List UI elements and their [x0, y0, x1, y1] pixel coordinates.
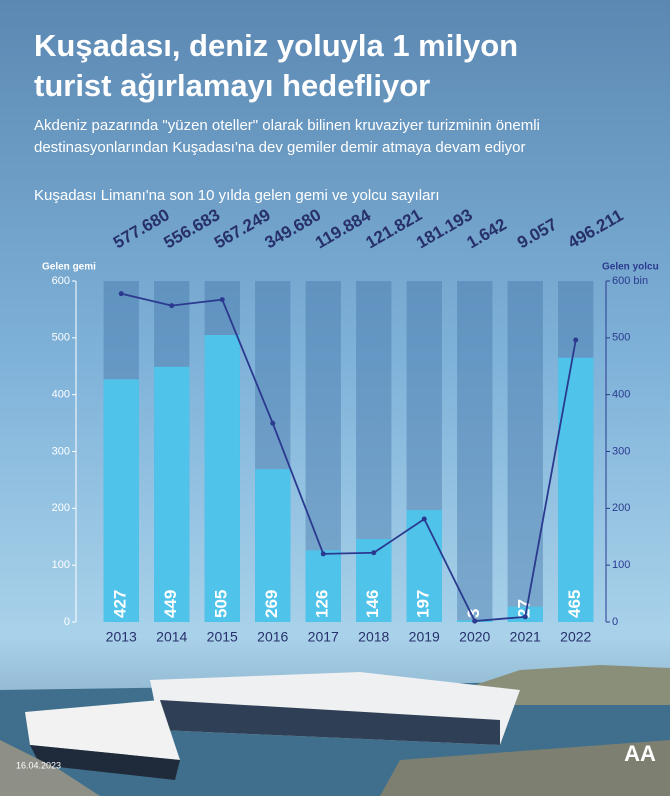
bar-label: 27 — [515, 599, 534, 618]
bar-label: 427 — [111, 590, 130, 618]
bar — [406, 510, 442, 622]
y-tick-label: 100 — [52, 559, 70, 571]
y2-tick-label: 500 — [612, 332, 630, 344]
logo: AA — [624, 741, 656, 766]
x-tick-label: 2013 — [106, 629, 137, 645]
title-line: Kuşadası, deniz yoluyla 1 milyon — [34, 28, 518, 63]
y-tick-label: 400 — [52, 389, 70, 401]
harbor-photo — [0, 665, 670, 796]
y2-axis-label: Gelen yolcu — [602, 262, 659, 273]
bar-label: 449 — [161, 590, 180, 618]
x-tick-label: 2018 — [358, 629, 389, 645]
bar-track — [507, 281, 543, 622]
bar — [204, 334, 240, 622]
bar — [305, 550, 341, 622]
x-tick-label: 2021 — [510, 629, 541, 645]
point — [522, 614, 528, 620]
line — [121, 292, 577, 623]
bar-label: 269 — [262, 590, 281, 618]
bar-label: 3 — [464, 609, 483, 618]
point — [320, 551, 326, 557]
bar-track — [457, 281, 493, 622]
y-axis-label: Gelen gemi — [42, 262, 96, 273]
x-tick-label: 2019 — [409, 629, 440, 645]
x-tick-label: 2014 — [156, 629, 187, 645]
point — [472, 618, 478, 624]
point — [421, 516, 427, 522]
point — [270, 420, 276, 426]
y2-tick-label: 600 bin — [612, 275, 648, 287]
point — [219, 297, 225, 303]
x-tick-label: 2017 — [308, 629, 339, 645]
bar-label: 126 — [313, 590, 332, 618]
title-line: turist ağırlamayı hedefliyor — [34, 68, 430, 103]
bar-label: 505 — [212, 590, 231, 618]
bar-label: 465 — [565, 590, 584, 618]
point — [371, 550, 377, 556]
bar-label: 197 — [414, 590, 433, 618]
x-tick-label: 2016 — [257, 629, 288, 645]
x-tick-label: 2020 — [459, 629, 490, 645]
x-tick-label: 2015 — [207, 629, 238, 645]
y-tick-label: 200 — [52, 502, 70, 514]
x-tick-label: 2022 — [560, 629, 591, 645]
y-tick-label: 0 — [64, 616, 70, 628]
y2-tick-label: 400 — [612, 389, 630, 401]
bar — [154, 366, 190, 622]
y2-tick-label: 200 — [612, 502, 630, 514]
y2-tick-label: 100 — [612, 559, 630, 571]
subtitle-line: destinasyonlarından Kuşadası'na dev gemi… — [34, 139, 525, 156]
bar — [255, 469, 291, 622]
y2-tick-label: 0 — [612, 616, 618, 628]
y-tick-label: 600 — [52, 275, 70, 287]
y-tick-label: 300 — [52, 445, 70, 457]
date: 16.04.2023 — [16, 760, 61, 770]
bar — [558, 357, 594, 622]
point — [118, 291, 124, 297]
subtitle-line: Akdeniz pazarında "yüzen oteller" olarak… — [34, 117, 540, 134]
bar-label: 146 — [363, 590, 382, 618]
bar — [103, 379, 139, 622]
point — [169, 303, 175, 309]
y2-tick-label: 300 — [612, 445, 630, 457]
y-tick-label: 500 — [52, 332, 70, 344]
chart-title: Kuşadası Limanı'na son 10 yılda gelen ge… — [34, 187, 440, 204]
point — [573, 337, 579, 343]
